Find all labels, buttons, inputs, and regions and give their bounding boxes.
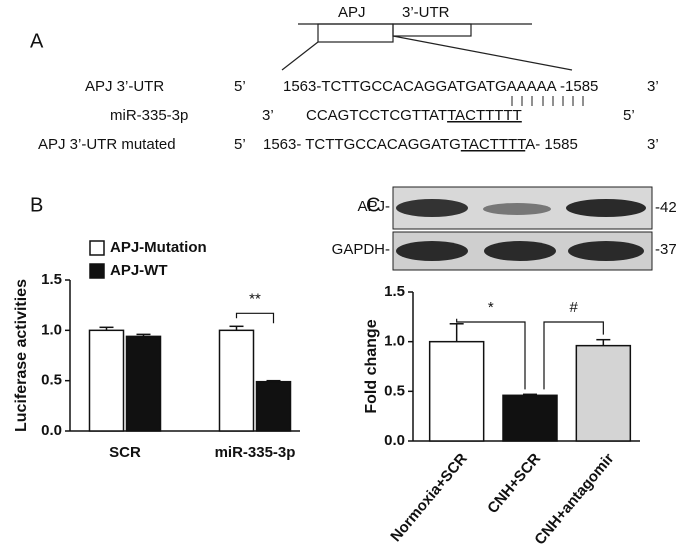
error-bar	[596, 338, 611, 346]
bar	[575, 344, 632, 442]
error-bar	[266, 379, 281, 382]
bar	[125, 335, 162, 432]
bar	[88, 329, 125, 432]
y-tick-label: 0.0	[384, 432, 405, 449]
seq-part: ATGAAAAA	[477, 78, 557, 95]
legend-swatch	[89, 240, 105, 256]
panel-label: C	[366, 194, 380, 216]
annotation: **	[249, 290, 261, 307]
blot-label: APJ-	[357, 198, 390, 215]
western-blot	[392, 186, 653, 271]
seq-part: CCAGTCCTCGTTAT	[306, 107, 447, 124]
row-label: miR-335-3p	[110, 107, 188, 124]
seq-part: A- 1585	[525, 136, 578, 153]
significance-bracket	[543, 321, 604, 390]
end-label: 5’	[623, 107, 635, 124]
x-tick-label: CNH+SCR	[484, 450, 544, 517]
end-label: 3’	[262, 107, 274, 124]
seq-part: -1585	[556, 78, 599, 95]
legend-swatch	[89, 263, 105, 279]
seq-part: TACTTTTT	[447, 107, 522, 124]
sequence: 1563- TCTTGCCACAGGATGTACTTTTA- 1585	[263, 136, 578, 153]
error-bar	[229, 325, 244, 331]
y-tick-label: 0.5	[41, 372, 62, 389]
x-tick-label: Normoxia+SCR	[387, 450, 471, 545]
significance-bracket	[456, 318, 526, 390]
row-label: APJ 3’-UTR	[85, 78, 164, 95]
error-bar	[136, 333, 151, 337]
seq-part: 1563- TCTTGCCACAGGATG	[263, 136, 461, 153]
y-tick-label: 1.5	[41, 271, 62, 288]
end-label: 3’	[647, 78, 659, 95]
legend-label: APJ-Mutation	[110, 239, 207, 256]
x-tick-label: miR-335-3p	[215, 444, 296, 461]
sequence: CCAGTCCTCGTTATTACTTTTT	[306, 107, 522, 124]
y-tick-label: 0.0	[41, 422, 62, 439]
annotation: *	[488, 299, 494, 316]
y-tick-label: 0.5	[384, 382, 405, 399]
row-label: APJ 3’-UTR mutated	[38, 136, 176, 153]
y-axis-label: Luciferase activities	[13, 279, 30, 432]
gene-diagram	[281, 23, 573, 71]
panel-label: A	[30, 30, 44, 52]
x-tick-label: SCR	[109, 444, 141, 461]
pairing-lines	[511, 96, 584, 106]
significance-bracket	[235, 312, 275, 324]
blot-label: GAPDH-	[332, 241, 390, 258]
end-label: 3’	[647, 136, 659, 153]
end-label: 5’	[234, 136, 246, 153]
bar	[255, 380, 292, 432]
sequence: 1563-TCTTGCCACAGGATGATGAAAAA -1585	[283, 78, 598, 95]
error-bar	[523, 393, 537, 396]
x-tick-label: CNH+antagomir	[531, 450, 617, 548]
seq-part: 1563-TCTTGCCACAGGATG	[283, 78, 477, 95]
bar	[428, 340, 485, 442]
error-bar	[449, 323, 464, 342]
gene-label: 3’-UTR	[402, 4, 450, 21]
y-tick-label: 1.5	[384, 283, 405, 300]
blot-marker: -42	[655, 199, 677, 216]
annotation: #	[569, 299, 578, 316]
y-tick-label: 1.0	[384, 333, 405, 350]
bar	[218, 329, 255, 432]
end-label: 5’	[234, 78, 246, 95]
error-bar	[99, 326, 114, 331]
legend-label: APJ-WT	[110, 262, 168, 279]
bar	[502, 394, 558, 442]
y-tick-label: 1.0	[41, 321, 62, 338]
seq-part: TACTTTT	[461, 136, 526, 153]
panel-label: B	[30, 194, 43, 216]
gene-label: APJ	[338, 4, 366, 21]
y-axis-label: Fold change	[363, 319, 380, 413]
blot-marker: -37	[655, 241, 677, 258]
